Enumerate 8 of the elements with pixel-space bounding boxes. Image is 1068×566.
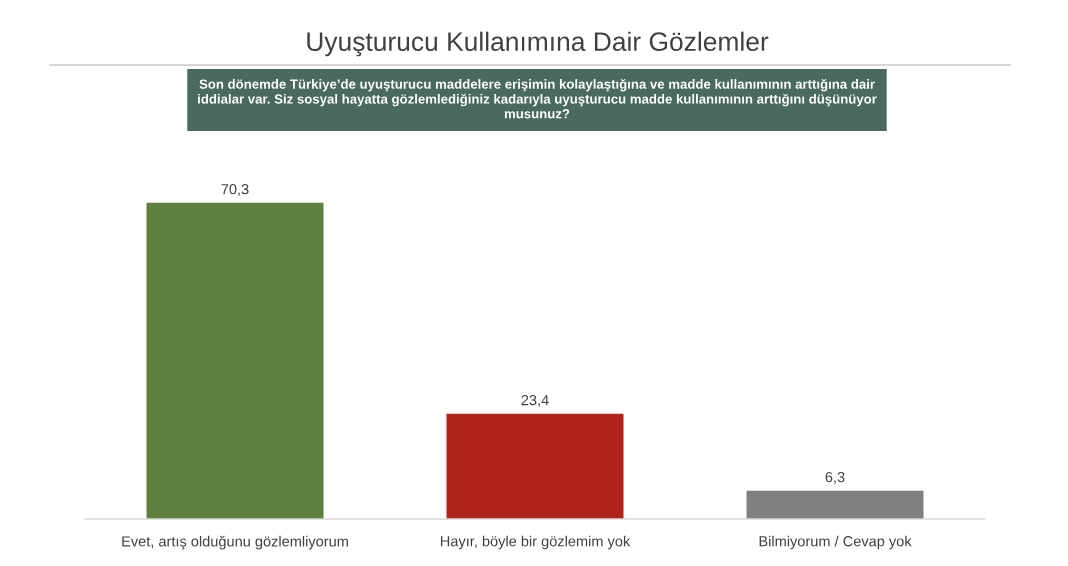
data-label: 70,3 [221,184,249,197]
data-label: 6,3 [825,471,845,484]
chart-subtitle: Son dönemde Türkiye’de uyuşturucu maddelere erişimin kolaylaştığına ve madde kullanımının arttığına dair iddialar var. Siz sosyal hayatta gözlemlediğiniz kadarıyla uyuşturucu madde kullanımının arttığını düşünüyor musunuz? [198,78,877,119]
x-tick-label: Bilmiyorum / Cevap yok [759,535,912,550]
x-tick-label: Evet, artış olduğunu gözlemliyorum [122,535,348,550]
x-tick-label: Hayır, böyle bir gözlemim yok [440,535,631,550]
data-label: 23,4 [521,394,549,408]
chart-title: Uyuşturucu Kullanımına Dair Gözlemler [307,31,769,57]
